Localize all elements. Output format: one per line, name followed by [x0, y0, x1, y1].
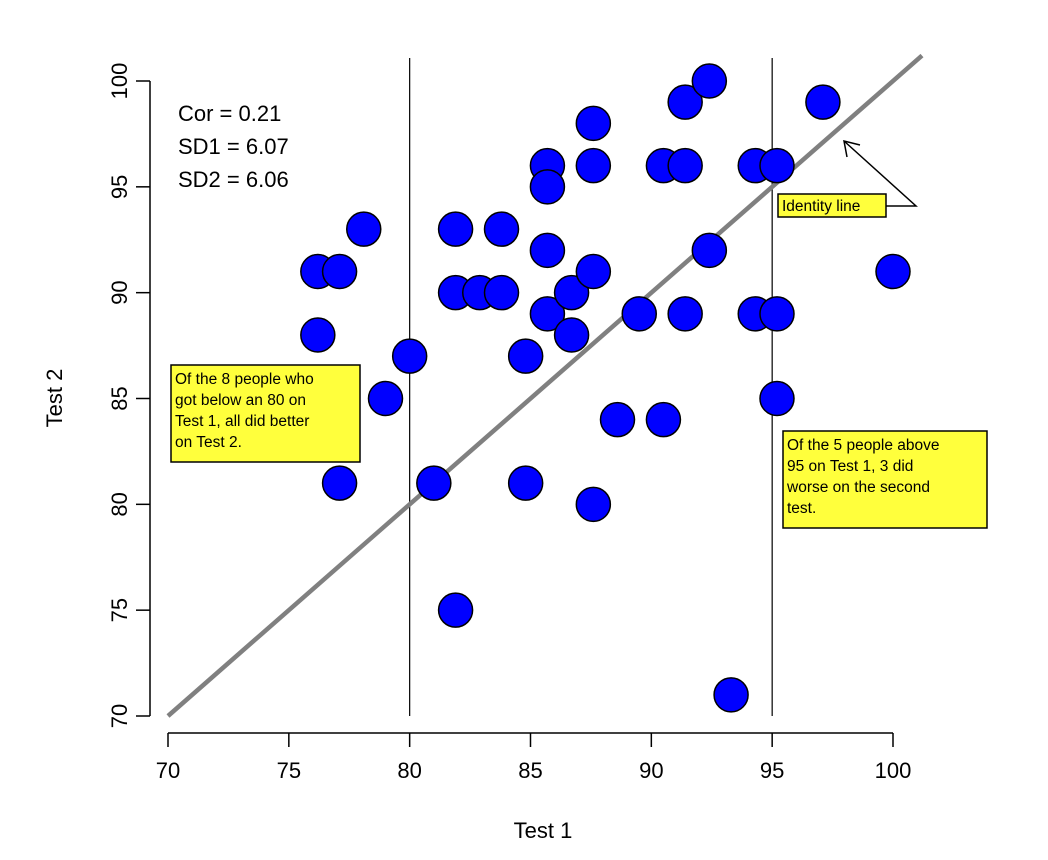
data-points	[300, 63, 911, 713]
identity-line	[166, 53, 924, 718]
data-point-42	[875, 253, 911, 290]
data-point-5	[321, 465, 358, 501]
y-ticks: 70 75 80 85 90 95 100	[107, 63, 150, 728]
x-tick-label-90: 90	[639, 758, 663, 783]
x-tick-label-85: 85	[518, 758, 542, 783]
data-point-6	[391, 338, 428, 374]
data-point-33	[691, 63, 728, 99]
identity-line-label: Identity line	[782, 198, 860, 215]
annotation-below-80-line-2: got below an 80 on	[175, 392, 306, 409]
data-point-20	[553, 274, 590, 311]
data-point-21	[553, 317, 590, 353]
x-tick-label-100: 100	[875, 758, 912, 783]
annotation-below-80-line-3: Test 1, all did better	[175, 413, 309, 430]
y-axis-title: Test 2	[42, 369, 67, 428]
data-point-26	[599, 401, 636, 438]
x-ticks: 70 75 80 85 90 95 100	[156, 733, 912, 783]
y-tick-label-80: 80	[107, 492, 132, 516]
x-tick-label-80: 80	[397, 758, 421, 783]
x-tick-label-75: 75	[277, 758, 301, 783]
y-tick-label-70: 70	[107, 704, 132, 728]
data-point-11	[483, 274, 520, 311]
data-point-18	[529, 232, 566, 269]
data-point-27	[621, 296, 657, 332]
annotation-below-80-box	[170, 364, 361, 463]
stat-correlation: Cor = 0.21	[178, 101, 281, 126]
data-point-31	[667, 147, 703, 184]
y-tick-label-75: 75	[107, 598, 132, 622]
identity-line-arrowhead	[843, 139, 861, 158]
annotation-above-95: Of the 5 people above 95 on Test 1, 3 di…	[782, 430, 988, 529]
annotation-above-95-line-2: 95 on Test 1, 3 did	[787, 458, 913, 475]
data-point-24	[575, 253, 612, 290]
data-point-29	[645, 401, 682, 438]
identity-line-callout: Identity line	[777, 139, 918, 218]
annotation-above-95-line-4: test.	[787, 500, 816, 517]
data-point-19	[529, 296, 566, 332]
data-point-23	[575, 147, 612, 184]
y-tick-label-95: 95	[107, 175, 132, 199]
data-point-8	[437, 211, 474, 247]
annotation-above-95-box	[782, 430, 988, 529]
y-tick-label-85: 85	[107, 386, 132, 410]
stat-sd2: SD2 = 6.06	[178, 167, 289, 192]
annotation-above-95-line-3: worse on the second	[786, 479, 930, 496]
y-tick-label-90: 90	[107, 280, 132, 304]
annotation-below-80-line-4: on Test 2.	[175, 434, 242, 451]
data-point-40	[759, 380, 795, 417]
stat-sd1: SD1 = 6.07	[178, 134, 289, 159]
data-point-2	[300, 317, 336, 353]
data-point-3	[346, 211, 382, 247]
data-point-17	[529, 169, 566, 205]
data-point-39	[759, 296, 795, 332]
annotation-above-95-line-1: Of the 5 people above	[787, 437, 940, 454]
data-point-41	[805, 84, 841, 120]
data-point-22	[575, 105, 612, 142]
data-point-34	[691, 232, 728, 269]
x-tick-label-70: 70	[156, 758, 180, 783]
annotation-below-80: Of the 8 people who got below an 80 on T…	[170, 364, 361, 463]
data-point-15	[507, 465, 544, 501]
stats-block: Cor = 0.21 SD1 = 6.07 SD2 = 6.06	[178, 101, 289, 192]
x-tick-label-95: 95	[760, 758, 784, 783]
data-point-32	[667, 296, 703, 332]
data-point-4	[367, 380, 404, 417]
y-tick-label-100: 100	[107, 63, 132, 100]
data-point-38	[759, 147, 795, 184]
data-point-35	[713, 677, 749, 713]
data-point-1	[321, 253, 358, 290]
data-point-25	[575, 486, 612, 523]
x-axis-title: Test 1	[514, 818, 573, 843]
data-point-14	[507, 338, 544, 374]
data-point-12	[483, 211, 520, 247]
data-point-30	[667, 84, 703, 120]
data-point-13	[437, 592, 474, 628]
data-point-7	[416, 465, 452, 501]
annotation-below-80-line-1: Of the 8 people who	[175, 371, 314, 388]
identity-line-arrow	[843, 140, 918, 207]
